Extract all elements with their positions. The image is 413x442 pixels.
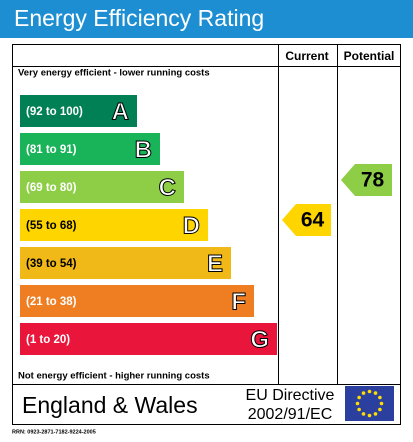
rating-value: 78 [361,169,385,192]
top-note: Very energy efficient - lower running co… [18,68,210,79]
bottom-note: Not energy efficient - higher running co… [18,371,210,382]
column-header: Current [285,49,328,63]
band-range: (39 to 54) [26,258,77,270]
band-letter: A [112,98,129,125]
star [367,389,372,394]
title: Energy Efficiency Rating [14,5,264,31]
star [367,413,372,418]
directive: EU Directive [246,387,335,404]
band-range: (21 to 38) [26,296,77,308]
band-bar [20,133,160,165]
band-bar [20,171,184,203]
band-range: (81 to 91) [26,144,77,156]
title-bar [0,0,413,38]
band-range: (69 to 80) [26,182,77,194]
star [373,412,378,416]
band-bar [20,323,277,355]
band-letter: E [207,250,223,277]
band-letter: F [231,288,246,315]
star [361,391,366,395]
rating-arrow [282,204,331,236]
band-letter: D [183,212,200,239]
band-bar [20,285,254,317]
band-letter: B [135,136,152,163]
band-bar [20,95,137,127]
directive: 2002/91/EC [248,406,333,423]
star [378,407,382,412]
star [357,395,361,400]
rating-value: 64 [301,209,325,232]
eu-stars [355,389,384,418]
band-range: (1 to 20) [26,334,70,346]
star [373,391,378,395]
region: England & Wales [22,392,198,418]
star [361,412,366,416]
star [379,401,384,406]
rrn: RRN: 0923-2871-7182-9224-2005 [12,429,96,435]
band-letter: G [250,326,269,353]
band-bar [20,209,208,241]
rating-arrow [341,164,392,196]
frame [12,44,401,425]
star [378,395,382,400]
band-letter: C [159,174,176,201]
band-bar [20,247,231,279]
column-header: Potential [344,49,395,63]
star [355,401,360,406]
star [357,407,361,412]
band-range: (55 to 68) [26,220,77,232]
band-range: (92 to 100) [26,106,83,118]
